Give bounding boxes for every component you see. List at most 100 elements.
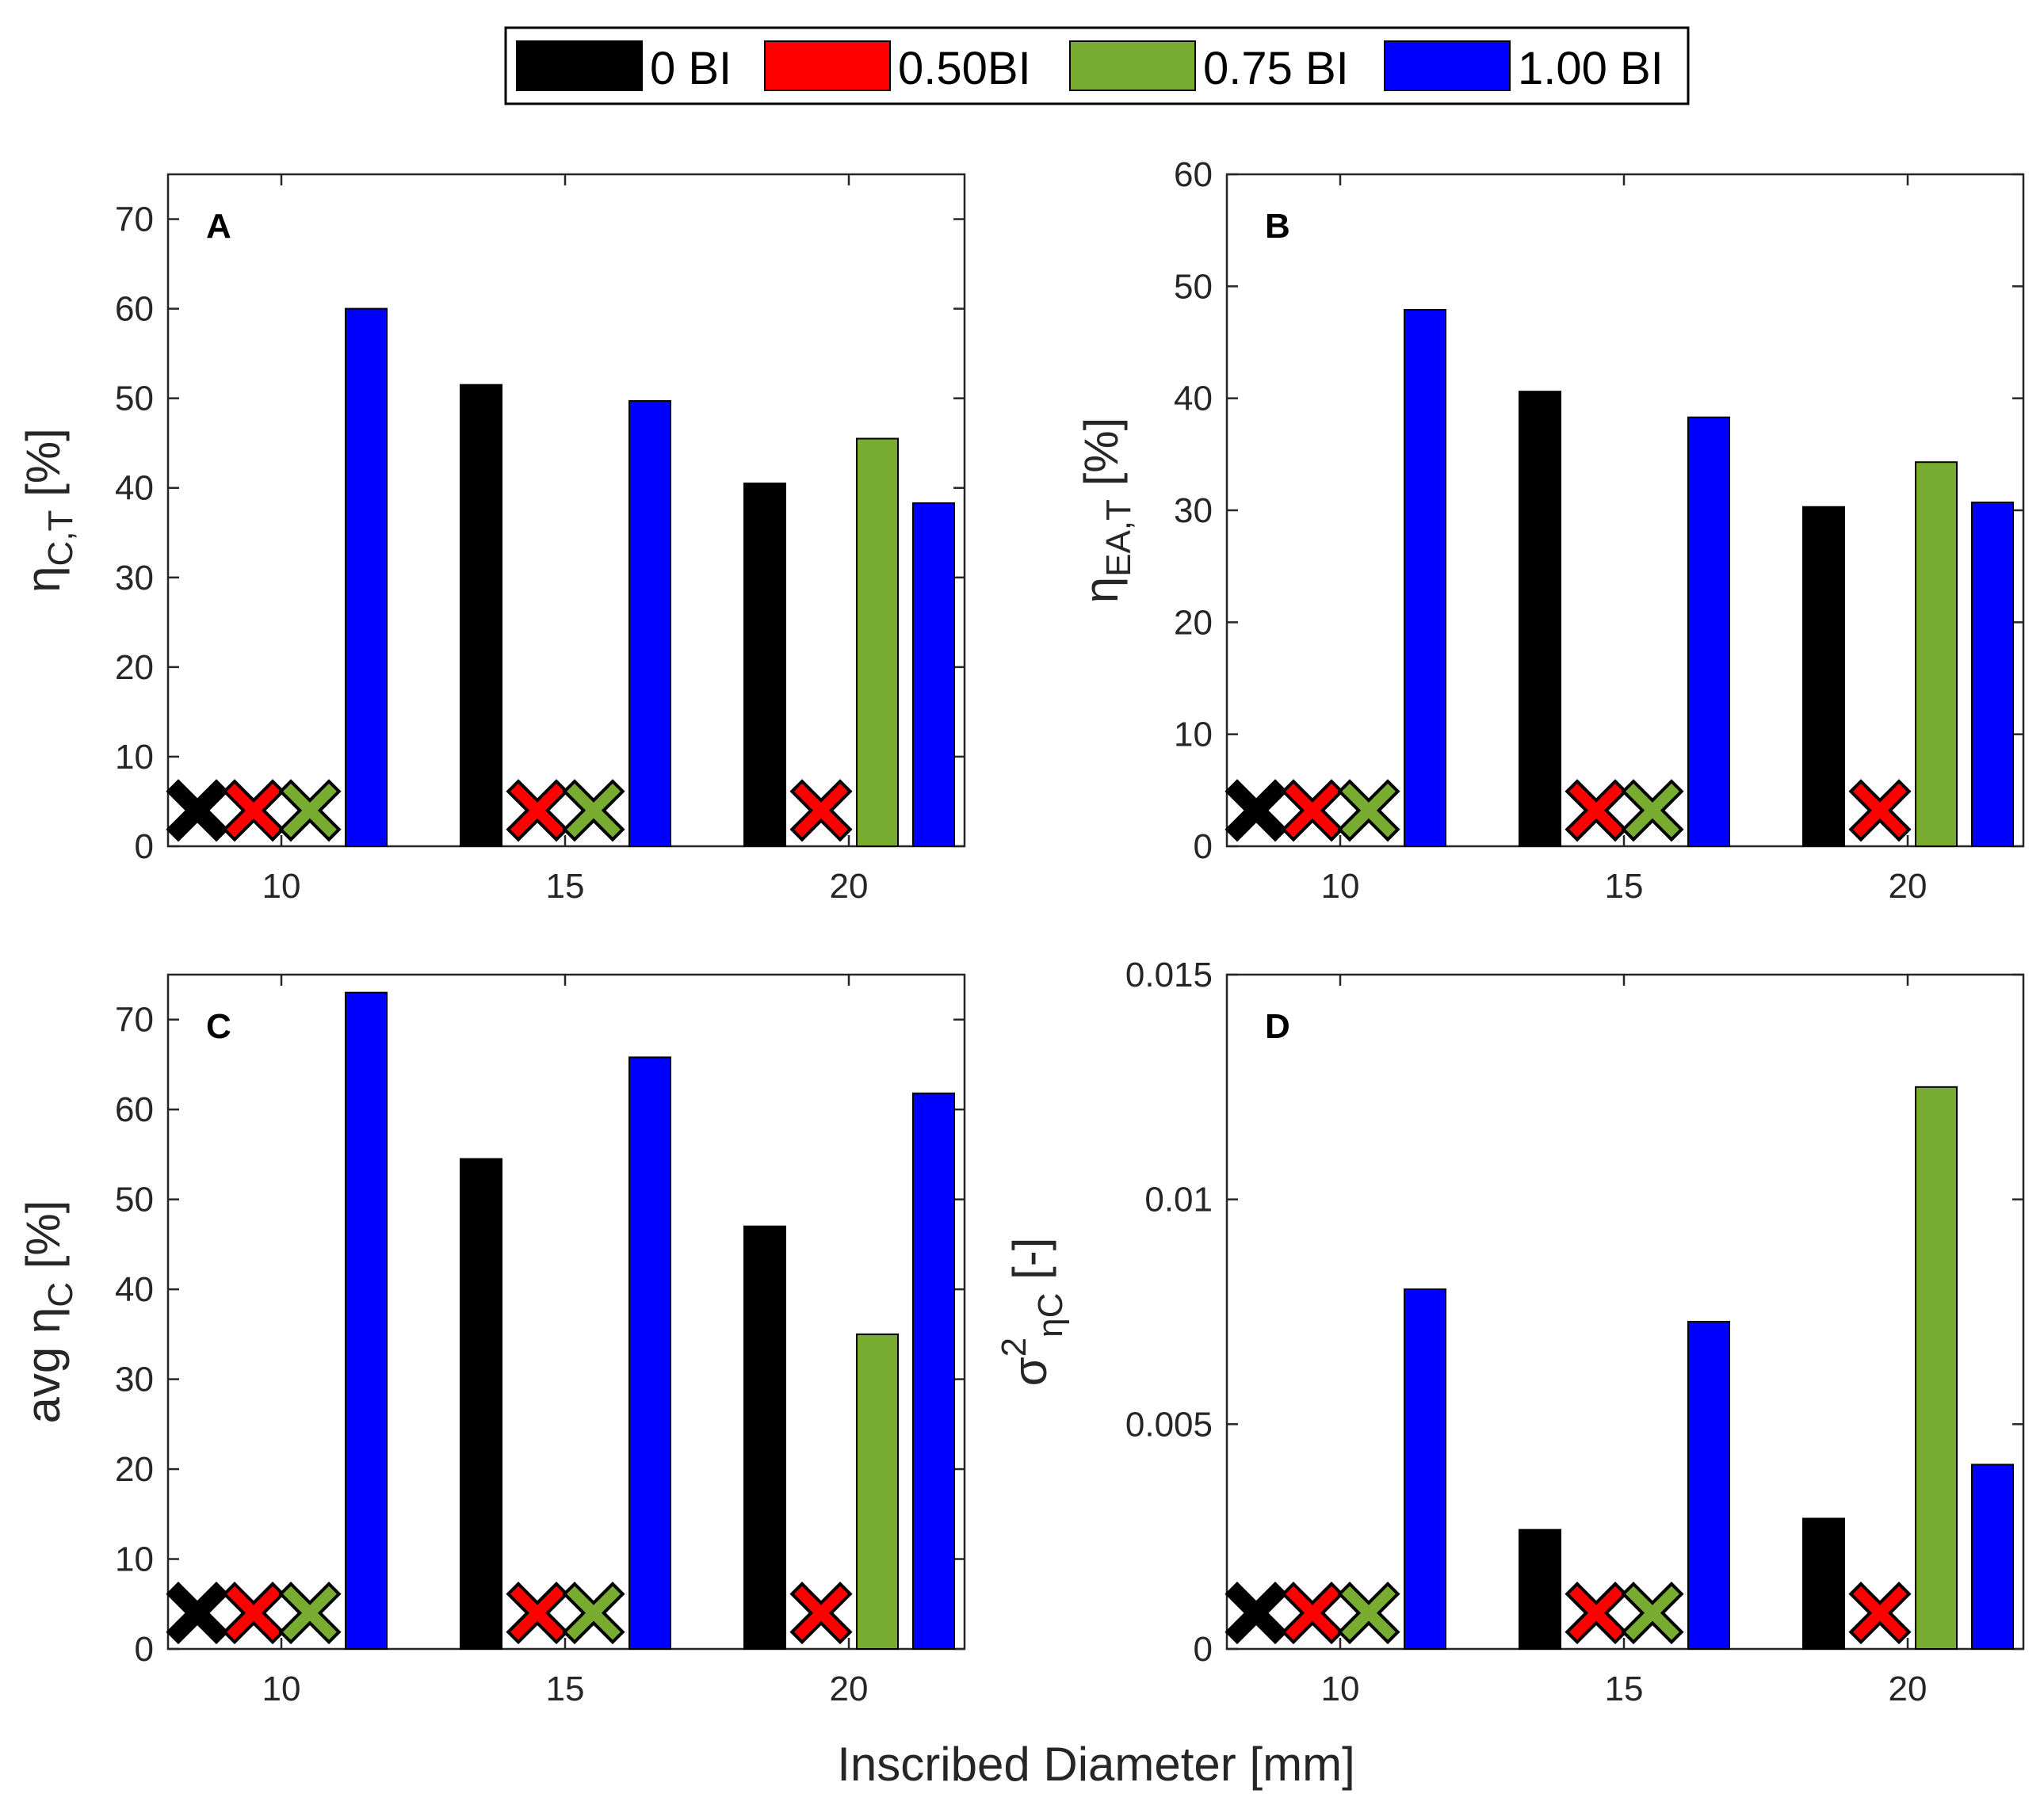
axes-box [166, 973, 966, 1651]
axes-box [1225, 973, 2025, 1651]
y-label-suffix: [-] [1003, 1238, 1056, 1293]
legend-swatch-2 [1069, 40, 1196, 91]
no-data-cross-marker [506, 779, 569, 842]
no-data-cross-marker [278, 779, 342, 842]
bar [1687, 416, 1730, 847]
no-data-cross-marker [166, 1582, 229, 1645]
y-tick-label: 40 [115, 469, 154, 508]
legend-entry-1: 0.50BI [764, 40, 1031, 94]
bar [345, 991, 388, 1650]
y-axis-label: ηEA,T [%] [1075, 418, 1138, 604]
x-tick-label: 15 [1605, 1670, 1644, 1708]
bar [856, 437, 899, 847]
panel-a: 0 10 20 30 40 50 60 70 10 15 20 AηC,T [%] [17, 173, 966, 906]
y-tick-label: 50 [1174, 267, 1213, 306]
legend-swatch-1 [764, 40, 891, 91]
x-tick-label: 20 [830, 1670, 869, 1708]
y-tick-label: 0 [1194, 827, 1213, 866]
y-tick-label: 50 [115, 380, 154, 418]
panel-letter: B [1265, 207, 1290, 246]
x-tick-label: 20 [1889, 1670, 1927, 1708]
bar [1802, 506, 1845, 847]
y-label-sub: C [41, 1282, 80, 1307]
bar [1915, 461, 1958, 848]
bar [1404, 309, 1446, 848]
x-tick-label: 10 [262, 1670, 301, 1708]
x-tick-label: 10 [262, 867, 301, 906]
bar [628, 400, 671, 847]
bar [743, 483, 786, 848]
bar [912, 502, 955, 847]
x-tick-label: 10 [1321, 867, 1360, 906]
bar [628, 1056, 671, 1650]
y-tick-label: 0.015 [1125, 956, 1213, 994]
no-data-cross-marker [1281, 1582, 1344, 1645]
legend-label-3: 1.00 BI [1518, 43, 1664, 94]
bar [1519, 391, 1561, 848]
no-data-cross-marker [1281, 779, 1344, 842]
y-tick-label: 30 [115, 1361, 154, 1399]
no-data-cross-marker [1621, 1582, 1684, 1645]
no-data-cross-marker [1565, 779, 1628, 842]
legend-swatch-0 [516, 40, 643, 91]
y-tick-label: 70 [115, 200, 154, 239]
y-tick-label: 60 [115, 1090, 154, 1129]
legend-entry-2: 0.75 BI [1069, 40, 1349, 94]
no-data-cross-marker [1621, 779, 1684, 842]
y-tick-label: 0 [1194, 1630, 1213, 1669]
no-data-cross-marker [166, 779, 229, 842]
bar [856, 1333, 899, 1651]
y-tick-label: 0 [135, 827, 154, 866]
y-label-sup: 2 [995, 1338, 1033, 1357]
no-data-cross-marker [1337, 1582, 1400, 1645]
y-label-main: η [1075, 577, 1128, 603]
axes-box [166, 173, 966, 848]
y-tick-label: 10 [115, 1540, 154, 1579]
legend-label-2: 0.75 BI [1203, 43, 1349, 94]
bar [1404, 1288, 1446, 1650]
no-data-cross-marker [1565, 1582, 1628, 1645]
y-tick-label: 40 [115, 1270, 154, 1309]
y-tick-label: 30 [115, 559, 154, 597]
y-tick-label: 10 [1174, 716, 1213, 754]
no-data-cross-marker [789, 1582, 853, 1645]
no-data-cross-marker [222, 1582, 285, 1645]
bar [1519, 1528, 1561, 1650]
x-tick-label: 10 [1321, 1670, 1360, 1708]
y-label-main: avg η [17, 1307, 70, 1424]
x-tick-label: 15 [546, 1670, 585, 1708]
x-tick-label: 20 [1889, 867, 1927, 906]
no-data-cross-marker [789, 779, 853, 842]
bar [912, 1092, 955, 1650]
y-tick-label: 20 [115, 648, 154, 687]
bar [1971, 1464, 2014, 1650]
y-axis-label: avg ηC [%] [17, 1200, 80, 1424]
y-axis-label: ηC,T [%] [17, 428, 80, 593]
no-data-cross-marker [1224, 1582, 1288, 1645]
no-data-cross-marker [222, 779, 285, 842]
y-label-suffix: [%] [1075, 418, 1128, 499]
panel-letter: A [206, 207, 231, 246]
no-data-cross-marker [1224, 779, 1288, 842]
y-tick-label: 50 [115, 1181, 154, 1219]
legend-swatch-3 [1384, 40, 1511, 91]
y-label-sub: ηC [1031, 1293, 1070, 1338]
bar [460, 1158, 502, 1650]
panel-letter: C [206, 1007, 231, 1046]
no-data-cross-marker [1848, 1582, 1912, 1645]
y-tick-label: 70 [115, 1001, 154, 1040]
y-label-main: σ [1003, 1357, 1056, 1386]
bar [1687, 1320, 1730, 1650]
y-tick-label: 60 [115, 290, 154, 329]
legend: 0 BI 0.50BI 0.75 BI 1.00 BI [504, 26, 1690, 105]
y-label-sub: EA,T [1099, 499, 1138, 577]
x-axis-label: Inscribed Diameter [mm] [837, 1738, 1355, 1791]
legend-entry-3: 1.00 BI [1384, 40, 1664, 94]
no-data-cross-marker [506, 1582, 569, 1645]
y-label-main: η [17, 566, 70, 592]
bar [743, 1225, 786, 1650]
y-tick-label: 30 [1174, 491, 1213, 530]
